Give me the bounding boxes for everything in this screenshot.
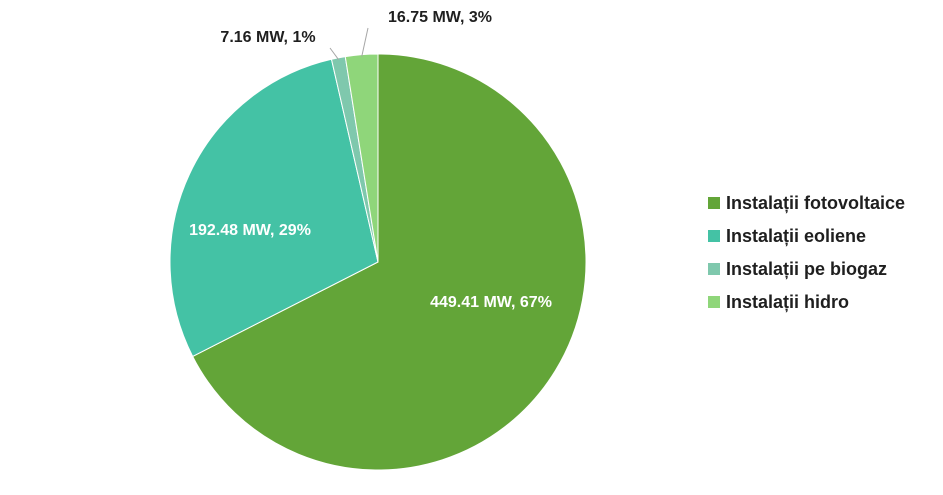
legend-label: Instalații hidro — [726, 291, 850, 312]
data-label-hidro: 16.75 MW, 3% — [388, 9, 492, 26]
leader-lines — [329, 27, 369, 61]
legend-swatch — [708, 197, 720, 209]
data-label-fotovoltaice: 449.41 MW, 67% — [430, 294, 552, 311]
legend-label: Instalații fotovoltaice — [726, 192, 906, 213]
chart-legend: Instalații fotovoltaice Instalații eolie… — [708, 190, 905, 315]
pie-slices — [169, 53, 587, 471]
pie-slice-eoliene — [169, 58, 379, 358]
legend-swatch — [708, 230, 720, 242]
leader-line-hidro — [361, 27, 369, 57]
leader-line-biogaz — [329, 47, 340, 61]
data-label-eoliene: 192.48 MW, 29% — [189, 222, 311, 239]
legend-swatch — [708, 263, 720, 275]
pie-slice-fotovoltaice — [192, 53, 587, 471]
legend-item-fotovoltaice: Instalații fotovoltaice — [708, 190, 905, 216]
legend-item-hidro: Instalații hidro — [708, 289, 905, 315]
data-labels: 449.41 MW, 67% 192.48 MW, 29% 7.16 MW, 1… — [189, 9, 552, 311]
legend-item-eoliene: Instalații eoliene — [708, 223, 905, 249]
legend-item-biogaz: Instalații pe biogaz — [708, 256, 905, 282]
legend-swatch — [708, 296, 720, 308]
data-label-biogaz: 7.16 MW, 1% — [220, 29, 315, 46]
legend-label: Instalații pe biogaz — [726, 258, 888, 279]
pie-slice-hidro — [344, 53, 379, 263]
legend-label: Instalații eoliene — [726, 225, 867, 246]
